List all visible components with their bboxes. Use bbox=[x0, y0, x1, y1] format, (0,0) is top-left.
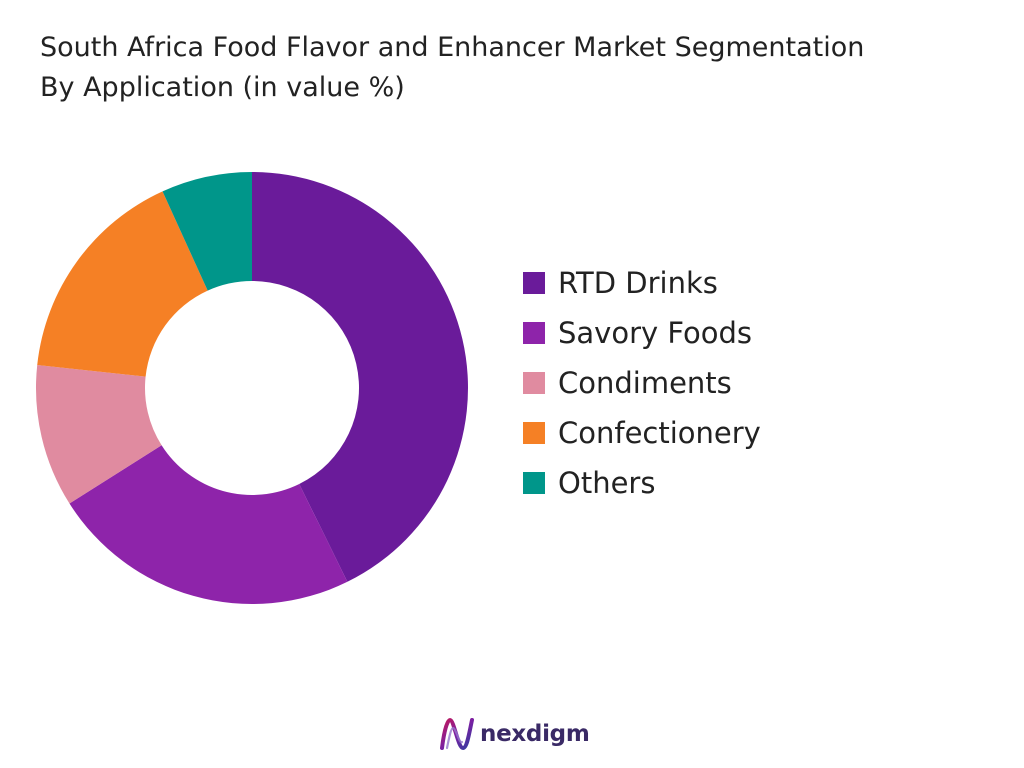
chart-title: South Africa Food Flavor and Enhancer Ma… bbox=[40, 28, 1000, 108]
legend-swatch-savory-foods bbox=[523, 322, 545, 344]
legend-label-rtd-drinks: RTD Drinks bbox=[558, 266, 718, 300]
legend-item-confectionery: Confectionery bbox=[523, 408, 761, 458]
donut-slice-confectionery bbox=[37, 191, 208, 377]
donut-slice-others bbox=[162, 172, 252, 291]
chart-title-line-1: South Africa Food Flavor and Enhancer Ma… bbox=[40, 32, 865, 63]
nexdigm-logo-icon bbox=[440, 717, 474, 751]
donut-slice-savory-foods bbox=[69, 445, 348, 604]
donut-chart bbox=[36, 172, 469, 604]
chart-title-line-2: By Application (in value %) bbox=[40, 72, 405, 103]
chart-legend: RTD Drinks Savory Foods Condiments Confe… bbox=[523, 258, 761, 508]
legend-item-savory-foods: Savory Foods bbox=[523, 308, 761, 358]
legend-swatch-confectionery bbox=[523, 422, 545, 444]
legend-label-savory-foods: Savory Foods bbox=[558, 316, 753, 350]
nexdigm-logo: nexdigm bbox=[438, 714, 590, 754]
nexdigm-logo-text: nexdigm bbox=[480, 721, 590, 747]
legend-swatch-condiments bbox=[523, 372, 545, 394]
legend-item-others: Others bbox=[523, 458, 761, 508]
legend-item-rtd-drinks: RTD Drinks bbox=[523, 258, 761, 308]
legend-swatch-rtd-drinks bbox=[523, 272, 545, 294]
legend-label-condiments: Condiments bbox=[558, 366, 732, 400]
legend-swatch-others bbox=[523, 472, 545, 494]
donut-slice-rtd-drinks bbox=[252, 172, 469, 582]
legend-item-condiments: Condiments bbox=[523, 358, 761, 408]
legend-label-confectionery: Confectionery bbox=[558, 416, 761, 450]
donut-slice-condiments bbox=[36, 364, 162, 504]
legend-label-others: Others bbox=[558, 466, 656, 500]
